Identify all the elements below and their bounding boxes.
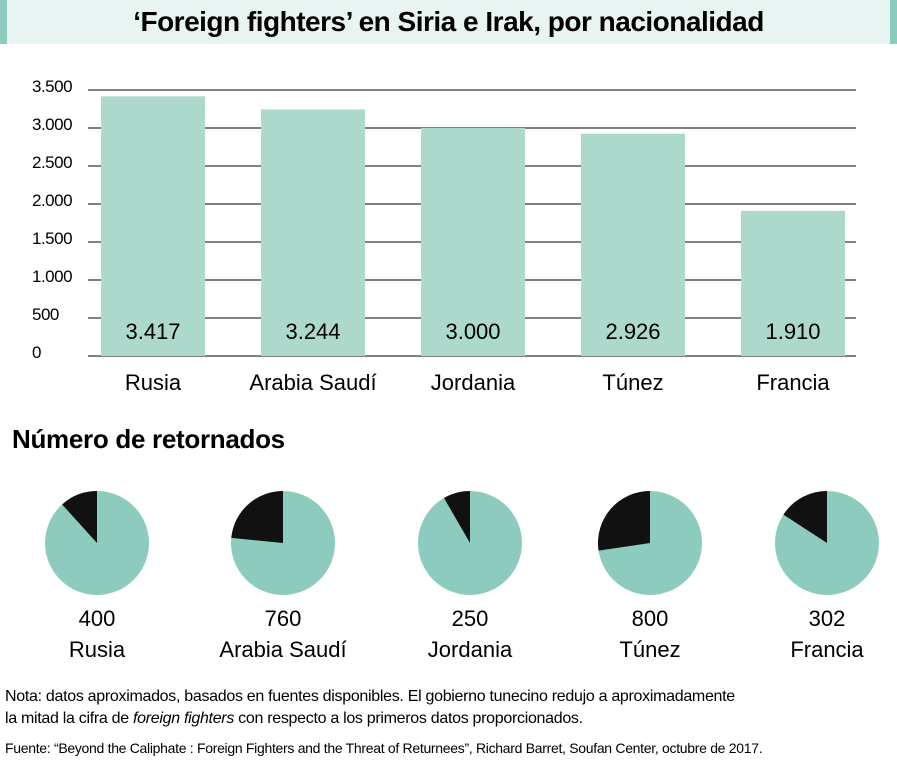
y-tick-label: 0	[32, 343, 41, 362]
y-tick-label: 2.500	[32, 153, 72, 172]
bar-value-label: 3.417	[125, 319, 180, 344]
pie-value-label: 250	[452, 606, 489, 631]
pie-category-label: Francia	[790, 637, 864, 662]
y-tick-label: 1.000	[32, 267, 72, 286]
bar-túnez	[581, 133, 685, 356]
pie-value-label: 800	[632, 606, 669, 631]
pie-category-label: Arabia Saudí	[219, 637, 346, 662]
bar-jordania	[421, 128, 525, 356]
note-line-1: Nota: datos aproximados, basados en fuen…	[5, 688, 735, 705]
note-line-2: la mitad la cifra de foreign fighters co…	[5, 708, 735, 730]
x-category-label: Arabia Saudí	[249, 370, 376, 395]
bar-value-label: 3.244	[285, 319, 340, 344]
y-tick-label: 500	[32, 305, 59, 324]
pie-value-label: 760	[265, 606, 302, 631]
bar-value-label: 2.926	[605, 319, 660, 344]
bar-value-label: 3.000	[445, 319, 500, 344]
pie-category-label: Rusia	[69, 637, 126, 662]
note-italic: foreign fighters	[132, 710, 235, 727]
pie-section-title: Número de retornados	[12, 424, 285, 454]
y-tick-label: 2.000	[32, 191, 72, 210]
bar-value-label: 1.910	[765, 319, 820, 344]
bar-francia	[741, 210, 845, 356]
pie-slice-returned	[444, 491, 470, 543]
pie-value-label: 400	[79, 606, 116, 631]
y-tick-label: 3.500	[32, 77, 72, 96]
source: Fuente: “Beyond the Caliphate : Foreign …	[5, 740, 763, 756]
bar-rusia	[101, 96, 205, 357]
x-category-label: Jordania	[431, 370, 516, 395]
pie-slice-returned	[231, 491, 283, 543]
title-bar: ‘Foreign fighters’ en Siria e Irak, por …	[0, 0, 897, 44]
pie-slice-returned	[783, 491, 827, 543]
x-category-label: Francia	[756, 370, 830, 395]
note-text: la mitad la cifra de	[5, 710, 133, 727]
y-tick-label: 1.500	[32, 229, 72, 248]
pie-category-label: Jordania	[428, 637, 513, 662]
note-text: con respecto a los primeros datos propor…	[234, 710, 583, 727]
pie-slice-returned	[598, 491, 650, 551]
y-tick-label: 3.000	[32, 115, 72, 134]
pie-slice-returned	[62, 491, 97, 543]
x-category-label: Túnez	[602, 370, 663, 395]
x-category-label: Rusia	[125, 370, 182, 395]
chart-title: ‘Foreign fighters’ en Siria e Irak, por …	[133, 6, 764, 37]
pie-value-label: 302	[809, 606, 846, 631]
bar-arabia-saudí	[261, 109, 365, 357]
pie-category-label: Túnez	[619, 637, 680, 662]
note: Nota: datos aproximados, basados en fuen…	[5, 686, 735, 730]
